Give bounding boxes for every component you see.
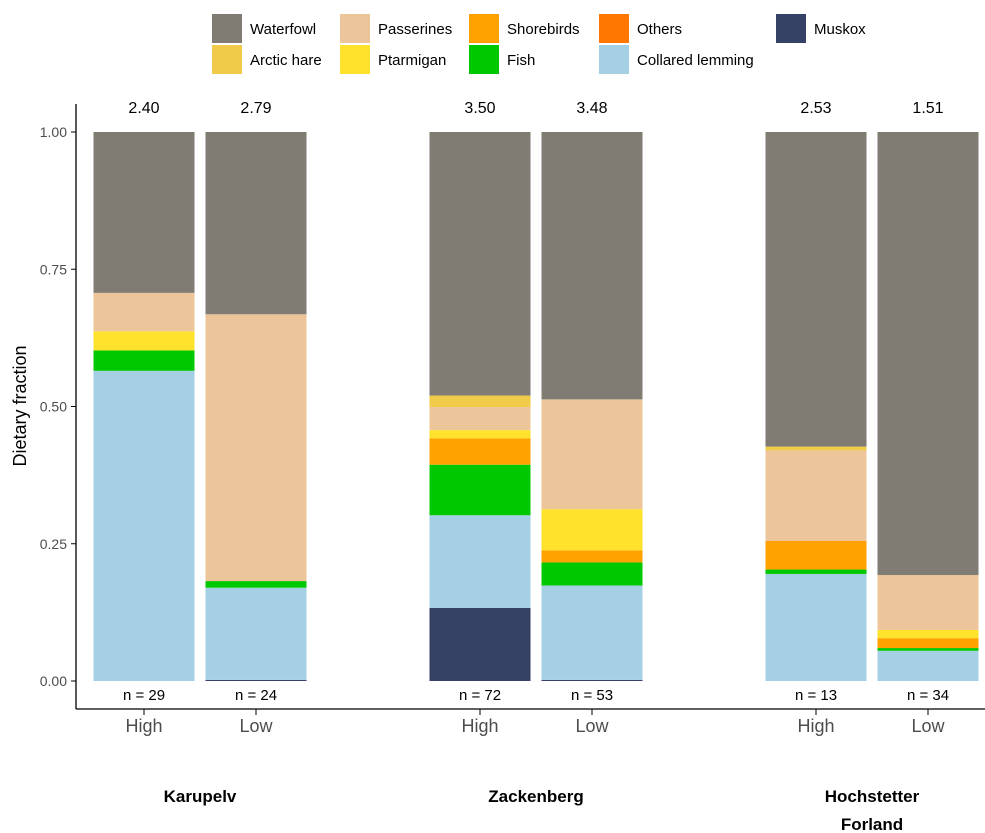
bar-segment-zackenberg-high-arctic-hare	[429, 395, 531, 408]
bar-segment-hochstetter-forland-low-collared-lemming	[877, 650, 979, 681]
y-axis: 0.00 0.25 0.50 0.75 1.00	[40, 104, 77, 709]
x-tick-label-hochstetter-forland-high: High	[797, 716, 834, 736]
y-tick-label: 0.50	[40, 399, 67, 415]
bar-segment-karupelv-high-fish	[93, 350, 195, 371]
x-tick-label-zackenberg-low: Low	[575, 716, 609, 736]
legend-swatch-fish	[469, 45, 499, 74]
bar-segment-hochstetter-forland-low-ptarmigan	[877, 629, 979, 639]
legend-label-collared-lemming: Collared lemming	[637, 52, 754, 69]
legend-swatch-waterfowl	[212, 14, 242, 43]
bar-top-label-zackenberg-high: 3.50	[464, 100, 495, 117]
bar-segment-karupelv-low-muskox	[205, 679, 307, 681]
bar-n-label-zackenberg-high: n = 72	[459, 687, 501, 704]
bar-n-label-karupelv-low: n = 24	[235, 687, 277, 704]
bar-segment-hochstetter-forland-high-collared-lemming	[765, 573, 867, 681]
bar-top-label-zackenberg-low: 3.48	[576, 100, 607, 117]
bar-n-label-hochstetter-forland-high: n = 13	[795, 687, 837, 704]
bar-segment-zackenberg-low-shorebirds	[541, 550, 643, 563]
bar-segment-zackenberg-low-fish	[541, 562, 643, 586]
legend-swatch-collared-lemming	[599, 45, 629, 74]
bar-segment-zackenberg-high-collared-lemming	[429, 515, 531, 608]
legend-swatch-muskox	[776, 14, 806, 43]
legend-label-shorebirds: Shorebirds	[507, 21, 580, 38]
y-axis-label: Dietary fraction	[10, 345, 30, 466]
bar-segment-zackenberg-high-ptarmigan	[429, 430, 531, 439]
bar-segment-zackenberg-high-muskox	[429, 607, 531, 681]
legend-swatch-arctic-hare	[212, 45, 242, 74]
bar-segment-zackenberg-low-collared-lemming	[541, 585, 643, 680]
bar-segment-hochstetter-forland-low-shorebirds	[877, 638, 979, 649]
x-axis: High Low Karupelv High Low Zackenberg High Low H…	[76, 708, 985, 833]
bar-segment-karupelv-high-collared-lemming	[93, 370, 195, 681]
bar-segment-karupelv-low-passerines	[205, 314, 307, 582]
legend-label-waterfowl: Waterfowl	[250, 21, 316, 38]
bar-segment-hochstetter-forland-high-passerines	[765, 450, 867, 542]
x-tick-label-karupelv-high: High	[125, 716, 162, 736]
legend-swatch-shorebirds	[469, 14, 499, 43]
bar-n-label-hochstetter-forland-low: n = 34	[907, 687, 949, 704]
bar-segment-hochstetter-forland-high-waterfowl	[765, 132, 867, 447]
legend-label-others: Others	[637, 21, 682, 38]
legend-label-passerines: Passerines	[378, 21, 452, 38]
legend-label-ptarmigan: Ptarmigan	[378, 52, 446, 69]
bar-segment-zackenberg-low-muskox	[541, 679, 643, 681]
legend-label-fish: Fish	[507, 52, 535, 69]
bar-segment-zackenberg-high-shorebirds	[429, 438, 531, 465]
bar-segment-karupelv-high-waterfowl	[93, 132, 195, 293]
bar-segment-karupelv-low-waterfowl	[205, 132, 307, 315]
y-tick-label: 0.00	[40, 673, 67, 689]
legend-swatch-ptarmigan	[340, 45, 370, 74]
group-label-karupelv: Karupelv	[164, 787, 237, 806]
legend: Waterfowl Passerines Shorebirds Others Musko…	[212, 14, 866, 74]
bar-segment-zackenberg-low-passerines	[541, 399, 643, 510]
bar-n-label-karupelv-high: n = 29	[123, 687, 165, 704]
group-label-hochstetter-forland: Hochstetter Forland	[825, 787, 920, 833]
x-tick-label-karupelv-low: Low	[239, 716, 273, 736]
bar-top-label-hochstetter-forland-low: 1.51	[912, 100, 943, 117]
bar-segment-karupelv-high-passerines	[93, 292, 195, 332]
bar-segment-hochstetter-forland-low-waterfowl	[877, 132, 979, 576]
y-tick-label: 0.75	[40, 261, 67, 277]
y-tick-label: 1.00	[40, 124, 67, 140]
legend-label-muskox: Muskox	[814, 21, 866, 38]
bar-segment-karupelv-low-collared-lemming	[205, 587, 307, 680]
legend-label-arctic-hare: Arctic hare	[250, 52, 322, 69]
bar-segment-hochstetter-forland-low-fish	[877, 648, 979, 651]
bar-segment-hochstetter-forland-high-shorebirds	[765, 541, 867, 570]
bar-segment-zackenberg-low-waterfowl	[541, 132, 643, 400]
bar-segment-karupelv-low-fish	[205, 581, 307, 588]
bar-segment-zackenberg-high-passerines	[429, 407, 531, 431]
y-tick-label: 0.25	[40, 536, 67, 552]
bar-n-label-zackenberg-low: n = 53	[571, 687, 613, 704]
bar-segment-zackenberg-high-waterfowl	[429, 132, 531, 396]
group-label-zackenberg: Zackenberg	[488, 787, 583, 806]
bar-top-label-hochstetter-forland-high: 2.53	[800, 100, 831, 117]
bar-top-label-karupelv-low: 2.79	[240, 100, 271, 117]
x-tick-label-hochstetter-forland-low: Low	[911, 716, 945, 736]
bar-segment-hochstetter-forland-high-fish	[765, 569, 867, 574]
bar-top-label-karupelv-high: 2.40	[128, 100, 159, 117]
bar-segment-zackenberg-low-ptarmigan	[541, 509, 643, 551]
bar-segment-karupelv-high-ptarmigan	[93, 331, 195, 351]
legend-swatch-passerines	[340, 14, 370, 43]
legend-swatch-others	[599, 14, 629, 43]
bar-segment-hochstetter-forland-low-passerines	[877, 575, 979, 630]
x-tick-label-zackenberg-high: High	[461, 716, 498, 736]
bars: 2.40 n = 29 2.79 n = 24 3.50 n = 72 3.48 n = 53…	[93, 100, 979, 704]
bar-segment-hochstetter-forland-high-arctic-hare	[765, 446, 867, 451]
bar-segment-zackenberg-high-fish	[429, 464, 531, 516]
